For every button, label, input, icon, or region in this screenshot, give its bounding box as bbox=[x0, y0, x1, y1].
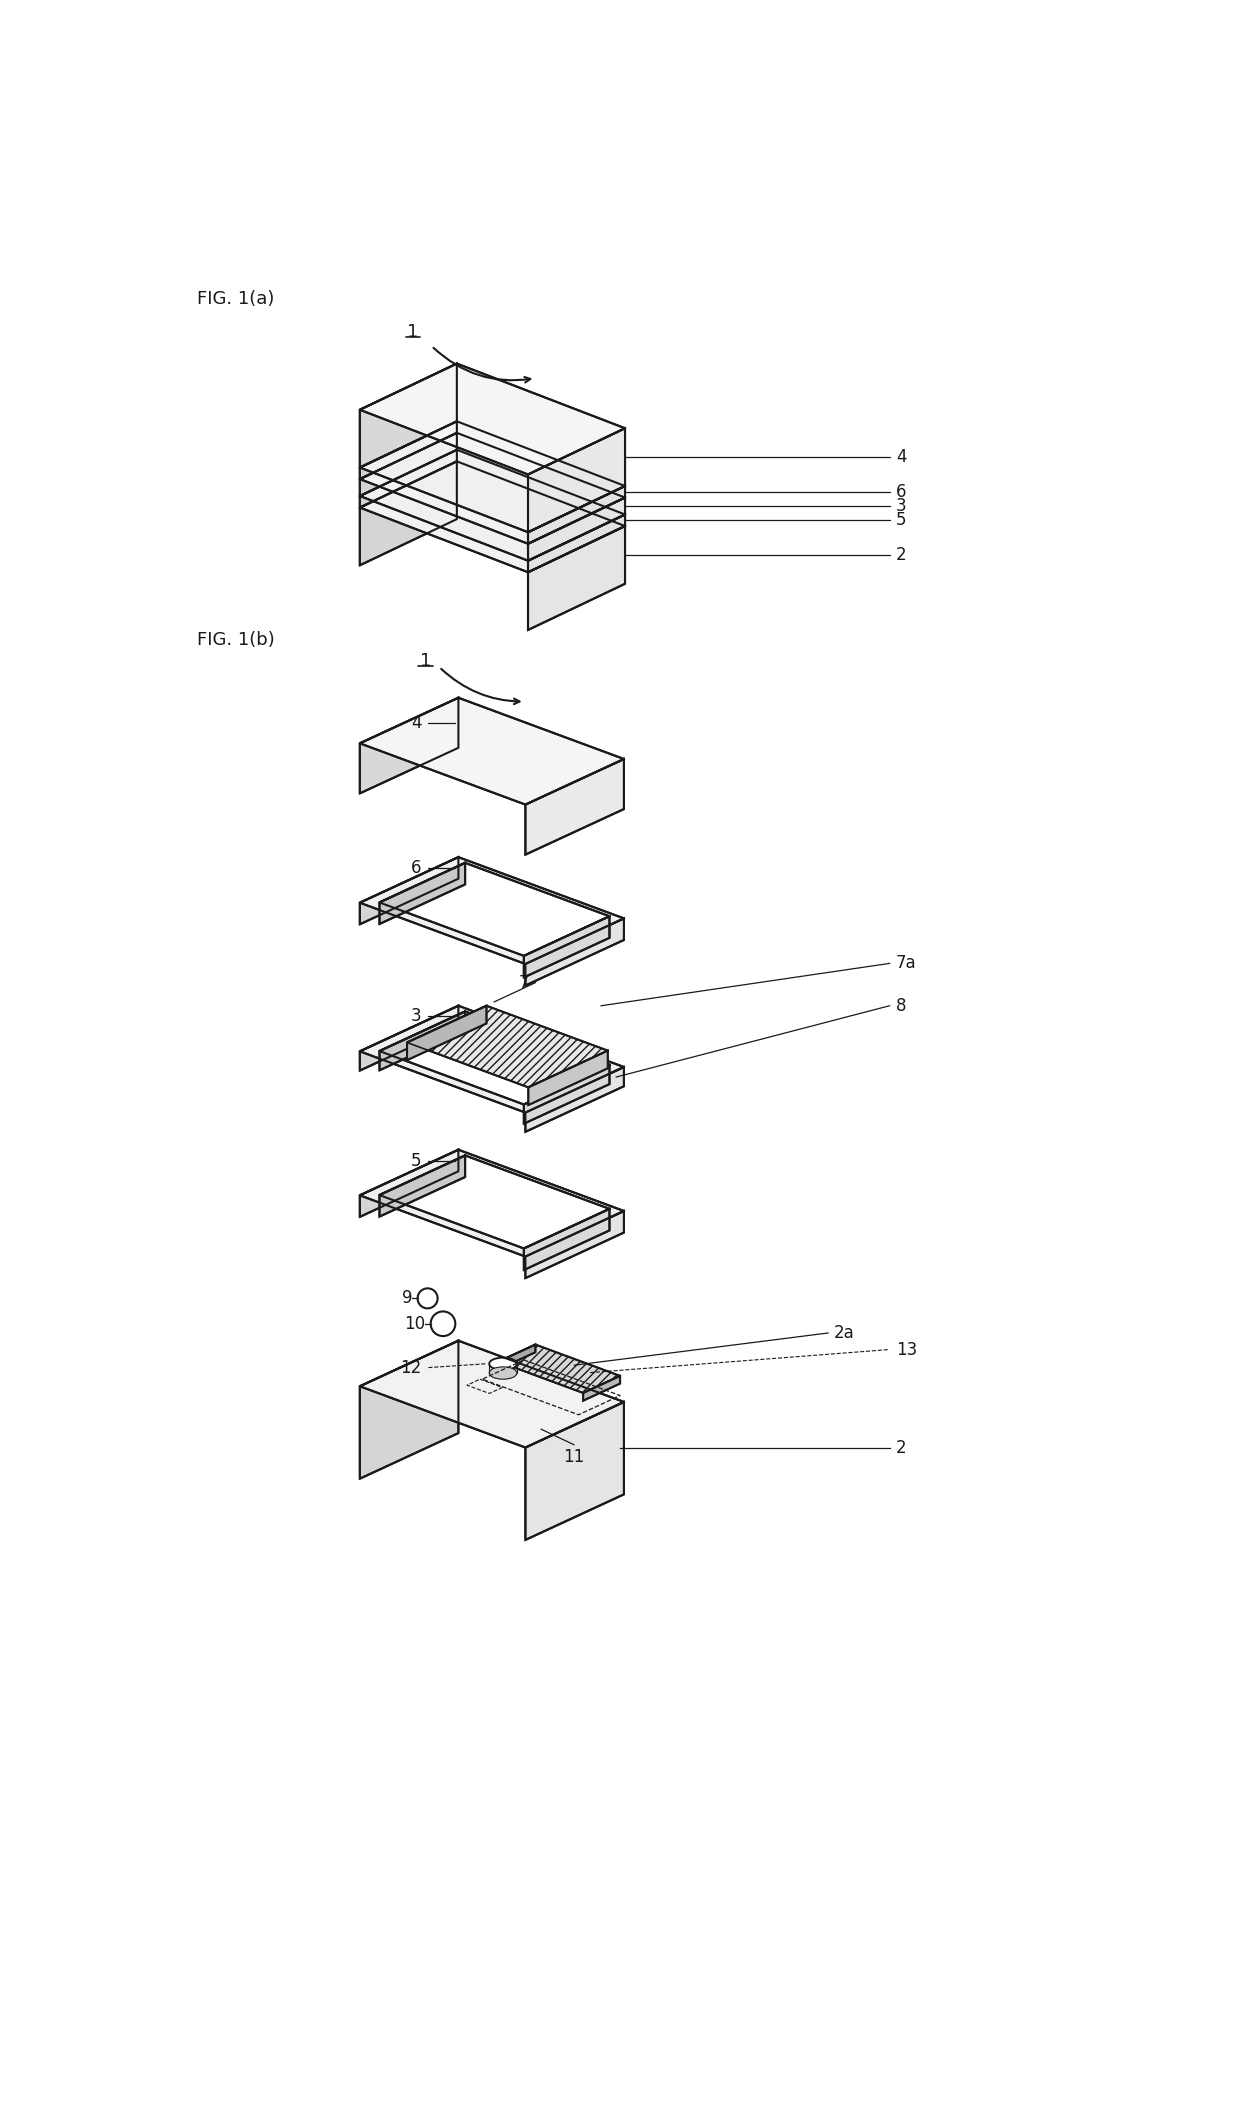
Text: 1: 1 bbox=[419, 652, 432, 669]
Text: 6: 6 bbox=[410, 858, 422, 878]
Text: 9: 9 bbox=[402, 1290, 412, 1307]
Text: 5: 5 bbox=[410, 1152, 422, 1169]
Polygon shape bbox=[360, 434, 456, 495]
Polygon shape bbox=[360, 363, 456, 468]
Ellipse shape bbox=[490, 1358, 517, 1371]
Polygon shape bbox=[360, 450, 625, 561]
Text: 1: 1 bbox=[407, 323, 418, 340]
Polygon shape bbox=[526, 1211, 624, 1277]
Ellipse shape bbox=[490, 1366, 517, 1379]
Polygon shape bbox=[528, 487, 625, 544]
Polygon shape bbox=[407, 1005, 608, 1088]
Polygon shape bbox=[360, 856, 624, 965]
Text: 4: 4 bbox=[895, 448, 906, 465]
Polygon shape bbox=[583, 1375, 620, 1400]
Polygon shape bbox=[526, 759, 624, 854]
Polygon shape bbox=[528, 514, 625, 572]
Polygon shape bbox=[523, 1065, 610, 1124]
Polygon shape bbox=[360, 1341, 624, 1447]
Text: FIG. 1(b): FIG. 1(b) bbox=[197, 631, 274, 648]
Text: 3: 3 bbox=[895, 497, 906, 514]
Text: 13: 13 bbox=[895, 1341, 918, 1358]
Polygon shape bbox=[379, 1012, 465, 1071]
Polygon shape bbox=[379, 1156, 465, 1218]
Text: 7a: 7a bbox=[895, 954, 916, 973]
Text: 4: 4 bbox=[410, 714, 422, 733]
Polygon shape bbox=[360, 461, 456, 565]
Text: FIG. 1(a): FIG. 1(a) bbox=[197, 289, 274, 308]
Polygon shape bbox=[407, 1005, 486, 1060]
Text: 7: 7 bbox=[518, 973, 529, 992]
Polygon shape bbox=[360, 1150, 459, 1218]
Circle shape bbox=[430, 1311, 455, 1337]
Polygon shape bbox=[526, 1067, 624, 1133]
Polygon shape bbox=[498, 1345, 620, 1394]
Polygon shape bbox=[360, 434, 625, 544]
Text: 6: 6 bbox=[895, 482, 906, 501]
Text: 10: 10 bbox=[404, 1315, 425, 1332]
Polygon shape bbox=[360, 697, 624, 805]
Polygon shape bbox=[523, 1209, 610, 1271]
Text: 2: 2 bbox=[895, 546, 906, 563]
Text: 5: 5 bbox=[895, 512, 906, 529]
Polygon shape bbox=[498, 1345, 536, 1368]
Polygon shape bbox=[379, 863, 610, 956]
Text: 8: 8 bbox=[895, 997, 906, 1016]
Polygon shape bbox=[526, 918, 624, 986]
Polygon shape bbox=[528, 527, 625, 629]
Polygon shape bbox=[528, 429, 625, 531]
Polygon shape bbox=[360, 1005, 459, 1071]
Polygon shape bbox=[360, 421, 456, 478]
Text: 11: 11 bbox=[563, 1449, 584, 1466]
Polygon shape bbox=[360, 1341, 459, 1479]
Polygon shape bbox=[360, 363, 625, 474]
Polygon shape bbox=[360, 697, 459, 793]
Polygon shape bbox=[360, 461, 625, 572]
Polygon shape bbox=[523, 916, 610, 978]
Polygon shape bbox=[379, 1012, 610, 1105]
Text: 2: 2 bbox=[895, 1439, 906, 1458]
Text: 2a: 2a bbox=[835, 1324, 854, 1343]
Polygon shape bbox=[528, 1050, 608, 1105]
Polygon shape bbox=[360, 450, 456, 508]
Polygon shape bbox=[360, 421, 625, 531]
Polygon shape bbox=[379, 863, 465, 924]
Polygon shape bbox=[360, 1150, 624, 1256]
Polygon shape bbox=[379, 1156, 610, 1249]
Polygon shape bbox=[526, 1402, 624, 1541]
Circle shape bbox=[418, 1288, 438, 1309]
Text: 3: 3 bbox=[410, 1007, 422, 1024]
Polygon shape bbox=[360, 1005, 624, 1114]
Polygon shape bbox=[528, 497, 625, 561]
Text: 12: 12 bbox=[401, 1358, 422, 1377]
Polygon shape bbox=[360, 856, 459, 924]
